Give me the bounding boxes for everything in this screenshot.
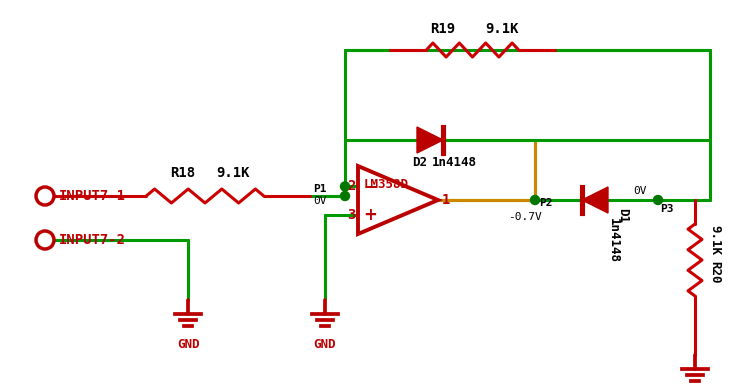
Text: R20: R20 xyxy=(709,261,722,283)
Text: 1n4148: 1n4148 xyxy=(607,217,619,263)
Polygon shape xyxy=(417,127,443,153)
Text: R19: R19 xyxy=(430,22,455,36)
Polygon shape xyxy=(582,187,608,213)
Text: GND: GND xyxy=(314,338,336,351)
Text: 3: 3 xyxy=(347,208,356,222)
Circle shape xyxy=(340,192,350,200)
Text: 0V: 0V xyxy=(633,186,646,196)
Text: LM358D: LM358D xyxy=(364,178,409,191)
Text: 1n4148: 1n4148 xyxy=(432,156,477,169)
Text: 2: 2 xyxy=(347,179,356,194)
Text: +: + xyxy=(363,206,377,224)
Text: D1: D1 xyxy=(616,207,629,222)
Polygon shape xyxy=(358,166,438,234)
Circle shape xyxy=(530,195,539,205)
Circle shape xyxy=(653,195,662,205)
Text: D2: D2 xyxy=(412,156,427,169)
Text: 9.1K: 9.1K xyxy=(486,22,519,36)
Text: 9.1K: 9.1K xyxy=(709,225,722,255)
Text: -0.7V: -0.7V xyxy=(509,212,542,222)
Text: P1: P1 xyxy=(314,184,327,194)
Circle shape xyxy=(36,187,54,205)
Text: 0V: 0V xyxy=(314,196,327,207)
Text: GND: GND xyxy=(177,338,200,351)
Text: −: − xyxy=(363,177,377,195)
Text: 9.1K: 9.1K xyxy=(216,166,250,180)
Text: P3: P3 xyxy=(660,204,674,214)
Text: 1: 1 xyxy=(442,193,450,207)
Text: INPUT7-1: INPUT7-1 xyxy=(59,189,126,203)
Text: R18: R18 xyxy=(170,166,196,180)
Circle shape xyxy=(340,182,350,191)
Text: P2: P2 xyxy=(539,198,553,208)
Text: INPUT7-2: INPUT7-2 xyxy=(59,233,126,247)
Circle shape xyxy=(36,231,54,249)
